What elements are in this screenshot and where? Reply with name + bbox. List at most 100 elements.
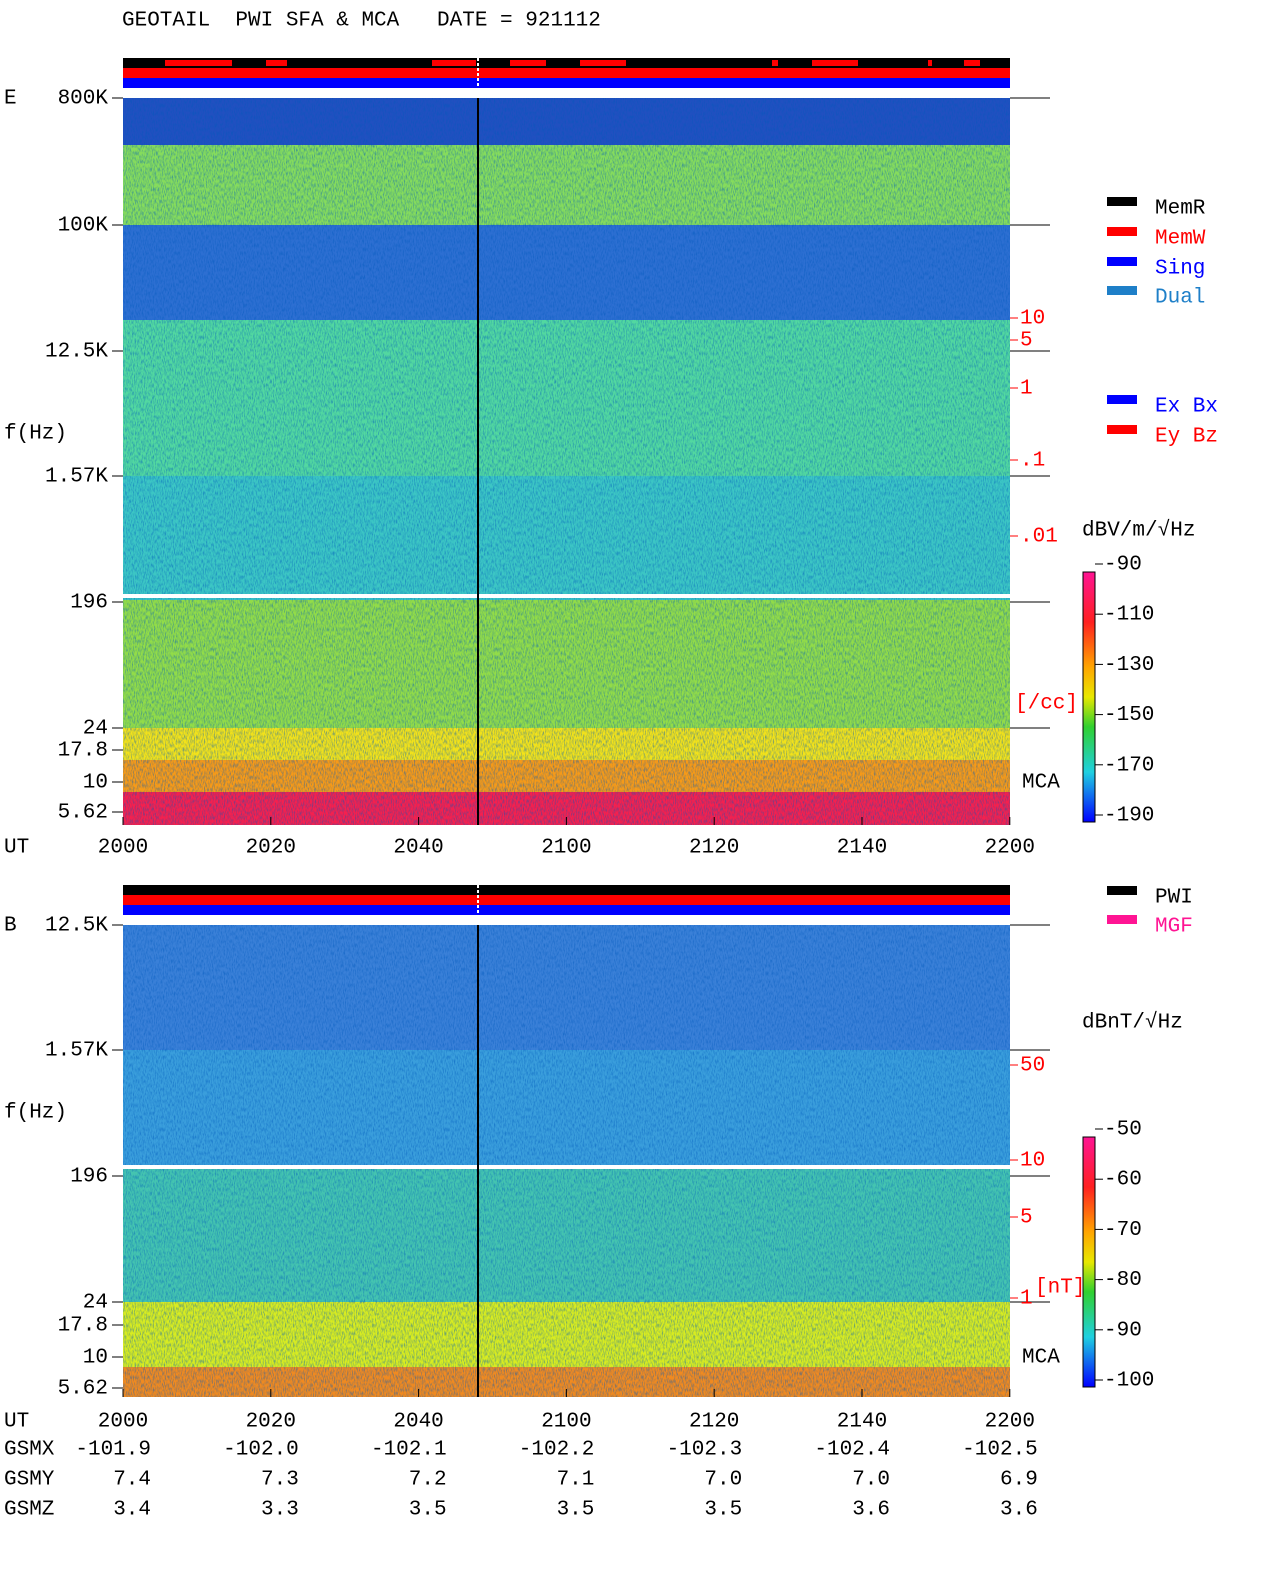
status-bar-memory xyxy=(123,885,1010,895)
time-tick-label: 2100 xyxy=(541,1411,591,1434)
status-bar-segment xyxy=(510,60,546,66)
status-bar-segment xyxy=(928,60,932,66)
frequency-tick-label: 100K xyxy=(58,215,109,238)
status-bar-segment xyxy=(580,60,626,66)
legend-label: Ex Bx xyxy=(1155,396,1218,419)
ephemeris-value: 3.6 xyxy=(1000,1499,1038,1522)
frequency-tick-label: 12.5K xyxy=(45,915,108,938)
colorbar-tick-label: -90 xyxy=(1104,554,1142,577)
panel-label: E xyxy=(4,88,17,111)
ephemeris-value: 7.1 xyxy=(557,1469,595,1492)
status-bar-memory xyxy=(123,58,1010,68)
frequency-tick-label: 1.57K xyxy=(45,1040,108,1063)
status-bar-segment xyxy=(812,60,858,66)
density-tick-label: 10 xyxy=(1020,1150,1045,1173)
time-tick-label: 2040 xyxy=(393,1411,443,1434)
time-label: UT xyxy=(4,1411,29,1434)
status-bar-antenna xyxy=(123,905,1010,915)
frequency-label: f(Hz) xyxy=(4,1102,67,1125)
panel-label: B xyxy=(4,915,17,938)
legend-swatch xyxy=(1107,197,1137,206)
ephemeris-value: -102.2 xyxy=(519,1439,595,1462)
time-tick-label: 2200 xyxy=(985,1411,1035,1434)
frequency-tick-label: 800K xyxy=(58,88,109,111)
density-tick-label: 5 xyxy=(1020,1207,1033,1230)
legend-label: PWI xyxy=(1155,887,1193,910)
legend-label: Sing xyxy=(1155,258,1205,281)
ephemeris-value: 3.5 xyxy=(704,1499,742,1522)
status-bar-mode xyxy=(123,895,1010,905)
ephemeris-value: -102.3 xyxy=(667,1439,743,1462)
legend-label: MemW xyxy=(1155,228,1206,251)
frequency-tick-label: 24 xyxy=(83,718,108,741)
status-bar-segment xyxy=(432,60,476,66)
ephemeris-value: -102.1 xyxy=(371,1439,447,1462)
ephemeris-value: -102.4 xyxy=(814,1439,890,1462)
colorbar-tick-label: -90 xyxy=(1104,1319,1142,1342)
colorbar-tick-label: -80 xyxy=(1104,1269,1142,1292)
density-tick-label: 1 xyxy=(1020,1288,1033,1311)
ephemeris-value: 6.9 xyxy=(1000,1469,1038,1492)
legend-swatch xyxy=(1107,257,1137,266)
ephemeris-value: -102.0 xyxy=(223,1439,299,1462)
status-bar-mode xyxy=(123,68,1010,78)
colorbar-tick-label: -190 xyxy=(1104,805,1154,828)
colorbar-tick-label: -110 xyxy=(1104,604,1154,627)
frequency-tick-label: 196 xyxy=(70,592,108,615)
mca-label: MCA xyxy=(1022,772,1060,795)
legend-label: Ey Bz xyxy=(1155,426,1218,449)
status-bar-segment xyxy=(165,60,232,66)
ephemeris-value: 3.3 xyxy=(261,1499,299,1522)
time-label: UT xyxy=(4,837,29,860)
density-tick-label: 50 xyxy=(1020,1055,1045,1078)
frequency-tick-label: 10 xyxy=(83,772,108,795)
legend-label: MemR xyxy=(1155,198,1206,221)
colorbar-unit: dBnT/√Hz xyxy=(1082,1011,1183,1035)
frequency-tick-label: 10 xyxy=(83,1347,108,1370)
frequency-tick-label: 5.62 xyxy=(58,1378,108,1401)
status-bar-segment xyxy=(266,60,287,66)
density-unit: [nT] xyxy=(1035,1277,1085,1300)
ephemeris-value: 7.4 xyxy=(113,1469,151,1492)
legend-label: MGF xyxy=(1155,916,1193,939)
ephemeris-label: GSMY xyxy=(4,1469,55,1492)
time-tick-label: 2000 xyxy=(98,837,148,860)
ephemeris-value: 7.0 xyxy=(852,1469,890,1492)
legend-swatch xyxy=(1107,886,1137,895)
density-tick-label: 10 xyxy=(1020,308,1045,331)
colorbar-tick-label: -150 xyxy=(1104,704,1154,727)
legend-swatch xyxy=(1107,425,1137,434)
colorbar-tick-label: -50 xyxy=(1104,1119,1142,1142)
legend-swatch xyxy=(1107,286,1137,295)
density-tick-label: 1 xyxy=(1020,378,1033,401)
time-tick-label: 2020 xyxy=(246,837,296,860)
legend-swatch xyxy=(1107,395,1137,404)
status-bar-antenna xyxy=(123,78,1010,88)
frequency-label: f(Hz) xyxy=(4,423,67,446)
ephemeris-value: -102.5 xyxy=(962,1439,1038,1462)
legend-swatch xyxy=(1107,915,1137,924)
density-tick-label: .1 xyxy=(1020,450,1045,473)
ephemeris-value: 7.3 xyxy=(261,1469,299,1492)
time-tick-label: 2100 xyxy=(541,837,591,860)
spectrogram-noise xyxy=(123,925,1010,1397)
spectrogram-noise xyxy=(123,98,1010,825)
colorbar-tick-label: -70 xyxy=(1104,1219,1142,1242)
frequency-tick-label: 17.8 xyxy=(58,740,108,763)
colorbar xyxy=(1082,571,1096,823)
frequency-tick-label: 17.8 xyxy=(58,1315,108,1338)
density-unit: [/cc] xyxy=(1015,693,1078,716)
frequency-tick-label: 1.57K xyxy=(45,466,108,489)
colorbar-tick-label: -130 xyxy=(1104,654,1154,677)
colorbar-tick-label: -60 xyxy=(1104,1169,1142,1192)
time-tick-label: 2040 xyxy=(393,837,443,860)
legend-swatch xyxy=(1107,227,1137,236)
ephemeris-value: -101.9 xyxy=(75,1439,151,1462)
time-tick-label: 2020 xyxy=(246,1411,296,1434)
colorbar-unit: dBV/m/√Hz xyxy=(1082,519,1195,543)
status-bar-segment xyxy=(964,60,980,66)
colorbar xyxy=(1082,1136,1096,1388)
time-tick-label: 2140 xyxy=(837,837,887,860)
